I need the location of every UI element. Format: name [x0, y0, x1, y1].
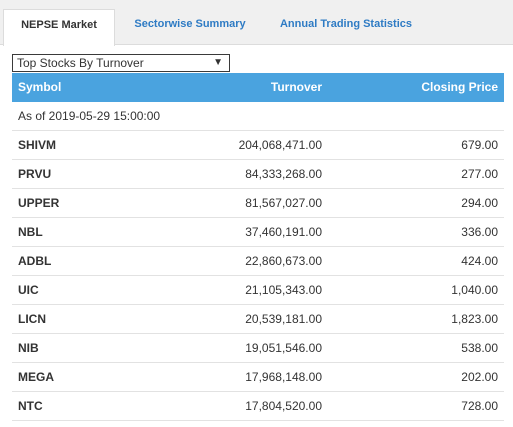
table-row: NIB 19,051,546.00 538.00 — [12, 334, 504, 363]
cell-turnover: 204,068,471.00 — [238, 138, 322, 152]
header-turnover: Turnover — [270, 80, 322, 94]
table-row: UIC 21,105,343.00 1,040.00 — [12, 276, 504, 305]
table-body: SHIVM 204,068,471.00 679.00 PRVU 84,333,268.… — [12, 131, 504, 421]
cell-symbol: NTC — [18, 399, 43, 413]
table-row: MEGA 17,968,148.00 202.00 — [12, 363, 504, 392]
cell-symbol: NBL — [18, 225, 43, 239]
table-row: ADBL 22,860,673.00 424.00 — [12, 247, 504, 276]
cell-closing-price: 679.00 — [461, 138, 498, 152]
cell-turnover: 37,460,191.00 — [245, 225, 322, 239]
tab-annual-trading-statistics[interactable]: Annual Trading Statistics — [279, 18, 413, 30]
cell-turnover: 81,567,027.00 — [245, 196, 322, 210]
table-row: SHIVM 204,068,471.00 679.00 — [12, 131, 504, 160]
cell-turnover: 84,333,268.00 — [245, 167, 322, 181]
cell-closing-price: 277.00 — [461, 167, 498, 181]
as-of-timestamp: As of 2019-05-29 15:00:00 — [12, 102, 504, 131]
dropdown-selected-value: Top Stocks By Turnover — [17, 56, 144, 70]
cell-symbol: UIC — [18, 283, 39, 297]
table-header: Symbol Turnover Closing Price — [12, 73, 504, 102]
cell-closing-price: 336.00 — [461, 225, 498, 239]
cell-turnover: 19,051,546.00 — [245, 341, 322, 355]
cell-turnover: 21,105,343.00 — [245, 283, 322, 297]
tab-bar: NEPSE Market Sectorwise Summary Annual T… — [0, 0, 513, 46]
cell-closing-price: 424.00 — [461, 254, 498, 268]
table-row: PRVU 84,333,268.00 277.00 — [12, 160, 504, 189]
tab-sectorwise-summary[interactable]: Sectorwise Summary — [134, 18, 246, 30]
cell-symbol: SHIVM — [18, 138, 57, 152]
cell-closing-price: 728.00 — [461, 399, 498, 413]
cell-symbol: UPPER — [18, 196, 60, 210]
cell-symbol: LICN — [18, 312, 46, 326]
cell-closing-price: 294.00 — [461, 196, 498, 210]
tab-nepse-market[interactable]: NEPSE Market — [3, 9, 115, 46]
cell-turnover: 20,539,181.00 — [245, 312, 322, 326]
cell-closing-price: 202.00 — [461, 370, 498, 384]
cell-closing-price: 538.00 — [461, 341, 498, 355]
table-row: NTC 17,804,520.00 728.00 — [12, 392, 504, 421]
cell-symbol: NIB — [18, 341, 39, 355]
cell-symbol: PRVU — [18, 167, 52, 181]
cell-closing-price: 1,823.00 — [451, 312, 498, 326]
cell-symbol: MEGA — [18, 370, 54, 384]
header-symbol: Symbol — [18, 80, 62, 94]
stocks-dropdown[interactable]: Top Stocks By Turnover ▼ — [12, 54, 230, 72]
table-row: UPPER 81,567,027.00 294.00 — [12, 189, 504, 218]
top-stocks-table: Symbol Turnover Closing Price As of 2019… — [12, 73, 504, 421]
header-closing-price: Closing Price — [421, 80, 498, 94]
cell-turnover: 17,804,520.00 — [245, 399, 322, 413]
chevron-down-icon: ▼ — [213, 57, 223, 68]
table-row: LICN 20,539,181.00 1,823.00 — [12, 305, 504, 334]
cell-symbol: ADBL — [18, 254, 52, 268]
cell-closing-price: 1,040.00 — [451, 283, 498, 297]
cell-turnover: 22,860,673.00 — [245, 254, 322, 268]
cell-turnover: 17,968,148.00 — [245, 370, 322, 384]
table-row: NBL 37,460,191.00 336.00 — [12, 218, 504, 247]
